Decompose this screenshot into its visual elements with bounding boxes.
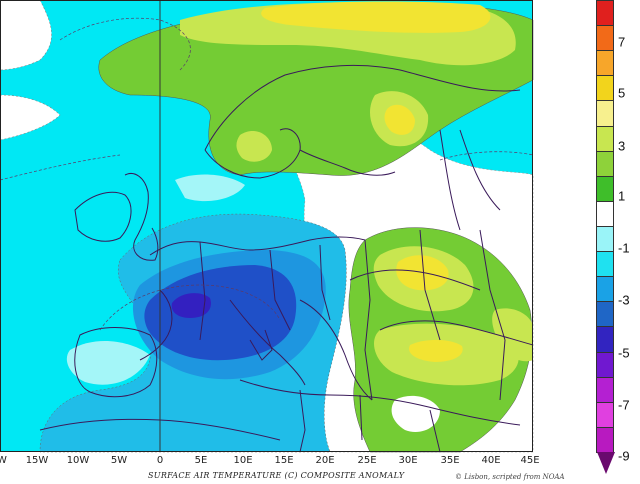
x-label: 35E (440, 455, 460, 466)
light-cyan-blob (66, 340, 150, 385)
legend-tick: 1 (618, 188, 626, 204)
legend-tick: 3 (618, 138, 626, 154)
map-caption: SURFACE AIR TEMPERATURE (C) COMPOSITE AN… (148, 471, 405, 480)
dark-blue-region (144, 265, 297, 361)
legend-swatch (596, 226, 614, 253)
legend-swatch (596, 100, 614, 127)
legend-swatch (596, 200, 614, 227)
legend-tick: -5 (618, 345, 630, 361)
light-cyan-blob-2 (175, 174, 245, 202)
legend-swatch (596, 426, 614, 453)
contour-lines (0, 17, 534, 331)
legend-swatch (596, 351, 614, 378)
x-label: 40E (481, 455, 501, 466)
yellow-southeast (409, 339, 463, 362)
legend-tick: 5 (618, 85, 626, 101)
coastlines (39, 64, 534, 453)
legend-tick: -1 (618, 240, 630, 256)
neutral-spot (391, 395, 440, 432)
x-label: 0 (156, 455, 164, 466)
color-legend (596, 0, 616, 453)
legend-swatch (596, 301, 614, 328)
x-label: 30E (398, 455, 418, 466)
legend-swatch (596, 150, 614, 177)
legend-tick: -9 (618, 448, 630, 464)
legend-tick: -3 (618, 292, 630, 308)
legend-swatch (596, 75, 614, 102)
yellow-north (261, 1, 491, 33)
x-label: 20E (315, 455, 335, 466)
light-green-norway (236, 130, 272, 162)
legend-swatch (596, 125, 614, 152)
x-label: 5W (110, 455, 128, 466)
x-label: 15E (274, 455, 294, 466)
legend-swatch (596, 25, 614, 52)
legend-swatch (596, 0, 614, 27)
neutral-region-nw (0, 0, 52, 71)
legend-swatch (596, 251, 614, 278)
neutral-region-w (0, 94, 61, 141)
legend-swatch (596, 50, 614, 77)
light-green-east-edge (492, 308, 533, 362)
x-label: 45E (520, 455, 540, 466)
legend-tick: -7 (618, 397, 630, 413)
legend-arrow-icon (597, 452, 615, 474)
x-label: 10E (233, 455, 253, 466)
legend-swatch (596, 401, 614, 428)
x-label: 15W (25, 455, 49, 466)
neutral-spot-2 (327, 181, 372, 211)
legend-swatch (596, 276, 614, 303)
map-frame (0, 0, 533, 452)
x-label: 10W (66, 455, 90, 466)
legend-swatch (596, 326, 614, 353)
legend-swatch (596, 175, 614, 202)
legend-swatch (596, 376, 614, 403)
x-label: 5E (194, 455, 208, 466)
yellow-finland (384, 104, 415, 135)
map-credit: © Lisbon, scripted from NOAA (455, 473, 565, 481)
x-label: W (0, 455, 7, 466)
indigo-core (171, 293, 211, 318)
legend-tick: 7 (618, 34, 626, 50)
x-label: 25E (357, 455, 377, 466)
